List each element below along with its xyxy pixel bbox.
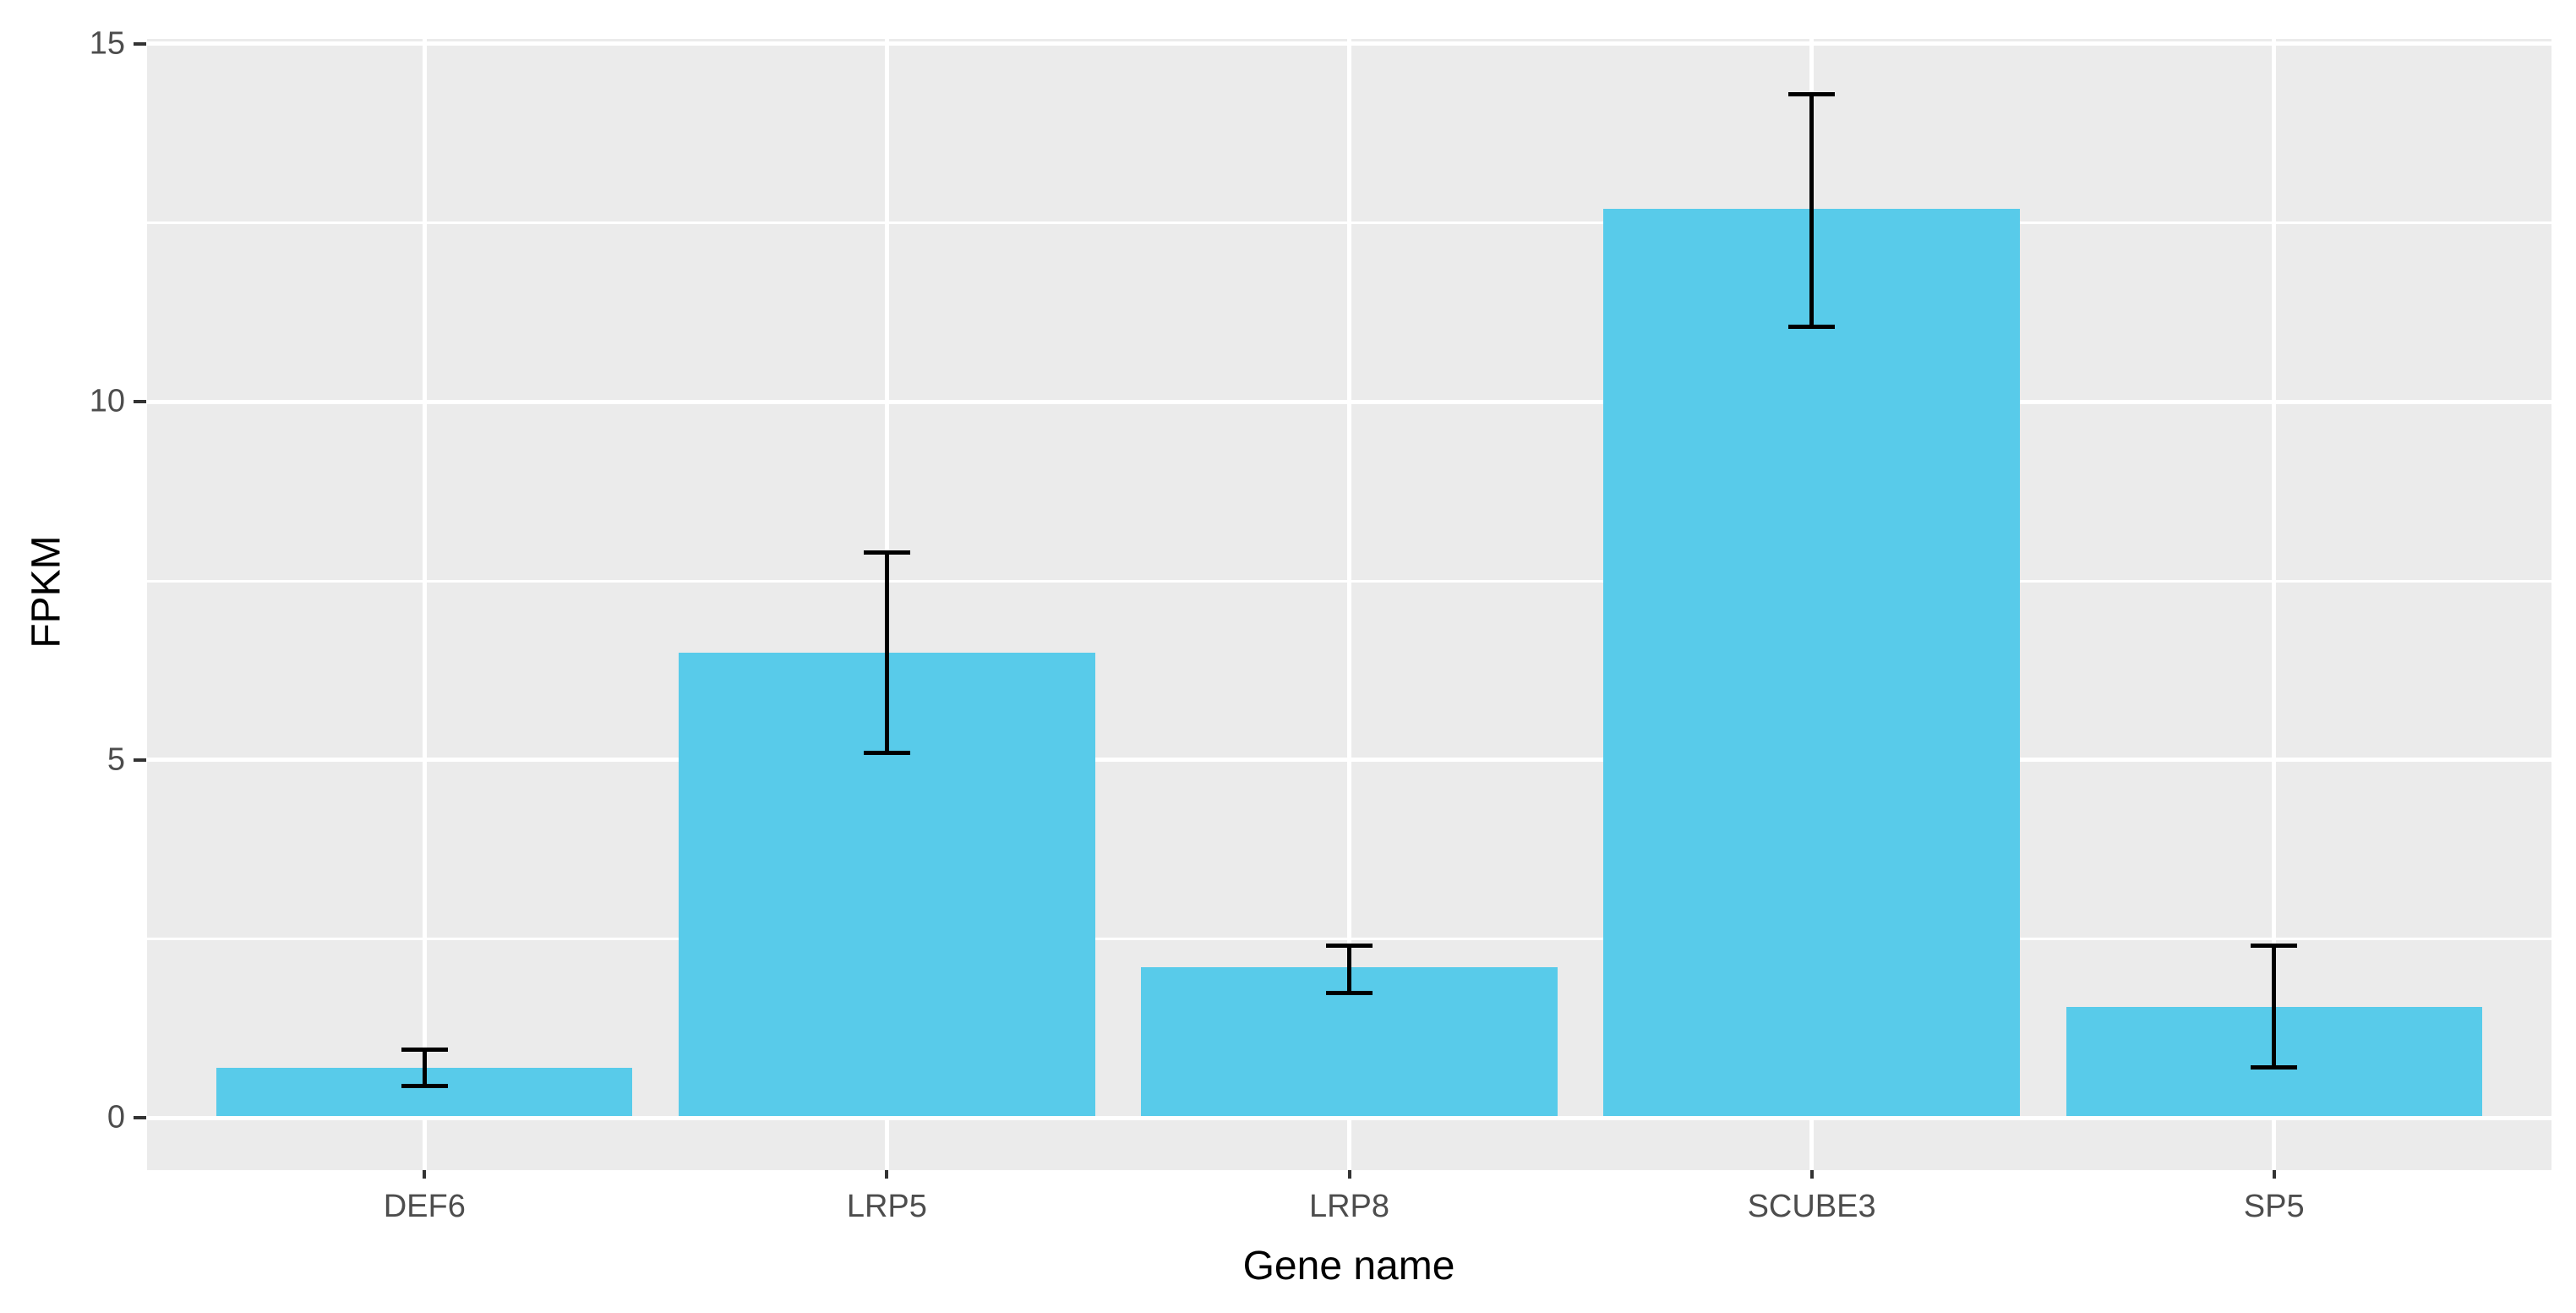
error-bar-line [1347, 945, 1351, 993]
error-bar-line [422, 1049, 427, 1086]
y-tick-label: 5 [106, 741, 125, 778]
x-tick-label: SCUBE3 [1747, 1189, 1876, 1224]
x-axis-tick [1347, 1170, 1351, 1179]
x-tick-label: LRP8 [1308, 1189, 1390, 1224]
error-bar-cap-top [401, 1048, 448, 1053]
error-bar-cap-top [864, 550, 910, 555]
x-axis-tick [2272, 1170, 2276, 1179]
y-axis-tick [134, 1116, 146, 1120]
error-bar-cap-top [1788, 91, 1835, 96]
x-gridline-major [1347, 39, 1351, 1170]
x-axis-tick [423, 1170, 427, 1179]
y-tick-label: 0 [106, 1099, 125, 1135]
error-bar-cap-top [1326, 944, 1373, 949]
error-bar-cap-bottom [864, 750, 910, 755]
x-gridline-major [2272, 39, 2277, 1170]
error-bar-line [1809, 94, 1815, 327]
y-axis-tick [134, 41, 146, 46]
x-axis-title: Gene name [1242, 1244, 1455, 1288]
error-bar-cap-bottom [1788, 324, 1835, 329]
x-tick-label: SP5 [2243, 1189, 2305, 1224]
error-bar-line [2272, 945, 2277, 1068]
y-tick-label: 10 [89, 383, 125, 419]
plot-panel [147, 39, 2551, 1170]
x-axis-tick [885, 1170, 889, 1179]
x-tick-label: LRP5 [846, 1189, 927, 1224]
error-bar-line [884, 552, 889, 753]
x-axis-tick [1809, 1170, 1814, 1179]
error-bar-cap-top [2251, 944, 2298, 949]
error-bar-cap-bottom [2251, 1065, 2298, 1070]
bar [1603, 208, 2020, 1116]
error-bar-cap-bottom [401, 1083, 448, 1088]
y-axis-tick [134, 758, 146, 762]
error-bar-cap-bottom [1326, 990, 1373, 995]
x-tick-label: DEF6 [383, 1189, 466, 1224]
y-axis-title: FPKM [24, 535, 69, 648]
y-tick-label: 15 [89, 25, 125, 62]
y-axis-tick [134, 400, 146, 404]
x-gridline-major [422, 39, 427, 1170]
